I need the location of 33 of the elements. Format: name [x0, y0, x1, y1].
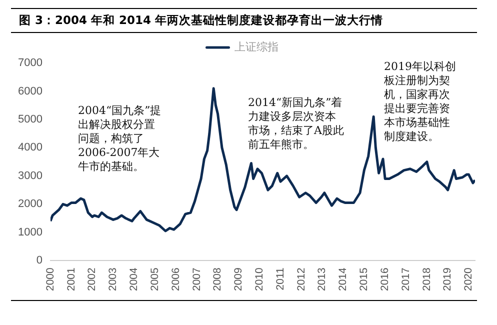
- x-tick-label: 2009: [232, 267, 245, 291]
- x-tick-label: 2004: [128, 267, 140, 291]
- x-tick-label: 2019: [442, 267, 454, 291]
- chart-title: 图 3：2004 年和 2014 年两次基础性制度建设都孕育出一波大行情: [11, 8, 477, 33]
- x-tick-label: 2016: [378, 267, 391, 291]
- annotation: 2004“国九条”提出解决股权分置问题，构筑了2006-2007年大牛市的基础。: [78, 104, 162, 174]
- x-tick-label: 2011: [274, 267, 286, 290]
- x-tick-label: 2020: [462, 267, 475, 291]
- x-tick-label: 2012: [295, 267, 308, 291]
- y-tick-label: 4000: [18, 142, 42, 154]
- y-tick-label: 7000: [18, 57, 42, 70]
- x-tick-label: 2013: [316, 267, 328, 291]
- y-tick-label: 2000: [18, 198, 42, 210]
- x-tick-label: 2005: [148, 267, 161, 291]
- x-tick-label: 2002: [86, 267, 98, 291]
- x-tick-label: 2006: [170, 267, 182, 291]
- annotation: 2014“新国九条”着力建设多层次资本市场，结束了A股此前五年熊市。: [248, 96, 344, 152]
- y-tick-label: 0: [36, 254, 42, 267]
- legend-label: 上证综指: [234, 40, 278, 54]
- x-tick-label: 2018: [420, 267, 433, 291]
- x-tick-label: 2017: [400, 267, 412, 291]
- y-tick-label: 1000: [18, 226, 42, 238]
- y-tick-label: 3000: [18, 170, 42, 182]
- x-tick-label: 2015: [358, 267, 370, 291]
- x-tick-label: 2014: [337, 267, 350, 291]
- annotation: 2019年以科创板注册制为契机，国家再次提出要完善资本市场基础性制度建设。: [384, 60, 457, 144]
- y-tick-label: 6000: [18, 85, 42, 98]
- x-tick-label: 2001: [65, 267, 78, 291]
- x-tick-label: 2003: [107, 267, 120, 291]
- x-tick-label: 2010: [253, 267, 266, 291]
- x-tick-label: 2007: [190, 267, 203, 291]
- x-tick-label: 2008: [212, 267, 224, 291]
- y-tick-label: 5000: [18, 114, 42, 126]
